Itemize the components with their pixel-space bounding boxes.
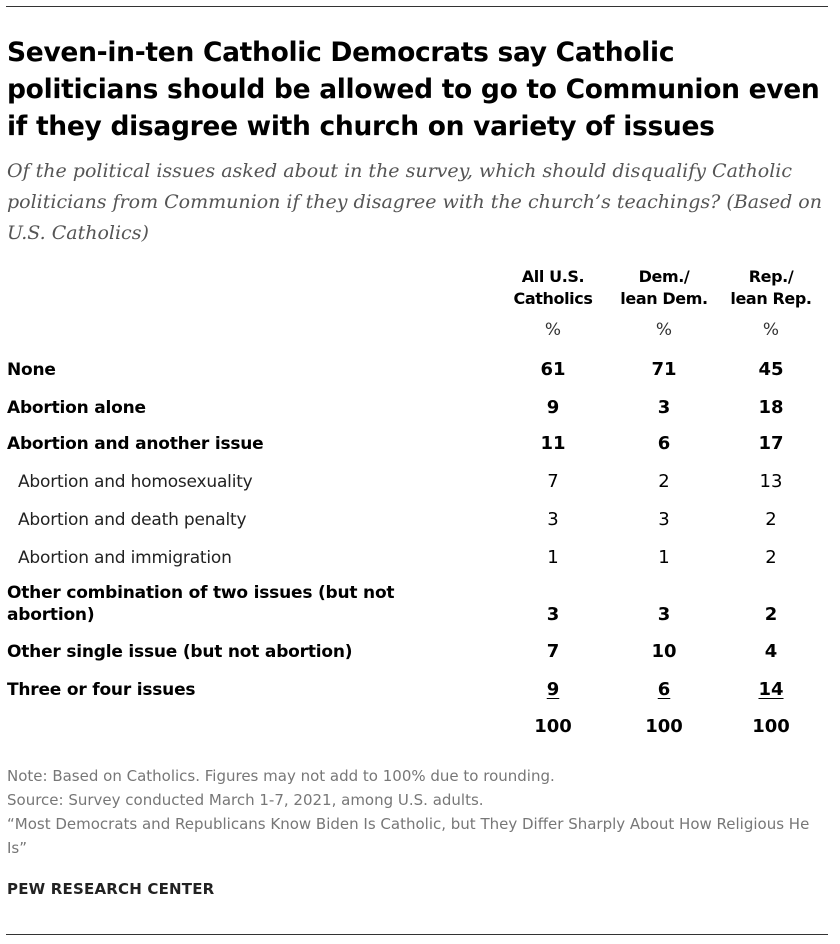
table-cell: 2	[764, 604, 778, 625]
column-header-line2: lean Dem.	[620, 289, 708, 308]
table-cell: 6	[657, 433, 671, 454]
table-cell: 71	[651, 359, 677, 380]
table-cell: 10	[651, 641, 677, 662]
unit-label-all-catholics: %	[544, 320, 562, 340]
table-cell: 13	[759, 471, 783, 492]
row-label: Abortion and immigration	[18, 548, 232, 568]
table-cell: 45	[758, 359, 784, 380]
column-header-line2: Catholics	[513, 289, 593, 308]
chart-notes: Note: Based on Catholics. Figures may no…	[7, 764, 827, 860]
table-cell-value: 9	[546, 679, 560, 700]
column-header-line1: All U.S.	[521, 267, 585, 286]
column-header-line1: Rep./	[748, 267, 794, 286]
row-label: Three or four issues	[7, 680, 196, 700]
unit-label-dem: %	[655, 320, 673, 340]
table-cell: 17	[758, 433, 784, 454]
table-cell: 11	[540, 433, 566, 454]
report-title-text: “Most Democrats and Republicans Know Bid…	[7, 815, 810, 857]
row-label: Abortion and death penalty	[18, 510, 247, 530]
table-cell-value: 14	[758, 679, 784, 700]
table-cell: 7	[547, 471, 559, 492]
top-rule	[6, 6, 828, 7]
bottom-rule	[6, 934, 828, 935]
table-cell: 6	[604, 679, 724, 701]
table-cell: 61	[540, 359, 566, 380]
total-cell: 100	[534, 716, 572, 737]
table-cell: 9	[493, 679, 613, 701]
table-cell: 7	[546, 641, 560, 662]
column-header-line1: Dem./	[638, 267, 690, 286]
table-cell: 2	[658, 471, 670, 492]
pew-research-center-logo: PEW RESEARCH CENTER	[7, 880, 215, 898]
column-header-dem: Dem./ lean Dem.	[604, 266, 724, 310]
row-label: Other combination of two issues (but not…	[7, 583, 395, 625]
table-cell: 3	[546, 604, 560, 625]
table-cell: 18	[758, 397, 784, 418]
total-cell: 100	[645, 716, 683, 737]
row-label: Abortion and homosexuality	[18, 472, 253, 492]
source-text: Source: Survey conducted March 1-7, 2021…	[7, 791, 484, 809]
table-cell: 3	[657, 604, 671, 625]
table-cell: 1	[547, 547, 559, 568]
column-header-rep: Rep./ lean Rep.	[711, 266, 831, 310]
table-cell: 1	[658, 547, 670, 568]
unit-label-rep: %	[762, 320, 780, 340]
table-cell: 3	[657, 397, 671, 418]
table-cell: 4	[764, 641, 778, 662]
row-label: Other single issue (but not abortion)	[7, 642, 353, 662]
table-cell: 2	[765, 509, 777, 530]
note-text: Note: Based on Catholics. Figures may no…	[7, 767, 555, 785]
table-cell: 9	[546, 397, 560, 418]
row-label: None	[7, 360, 56, 380]
row-label: Abortion and another issue	[7, 434, 264, 454]
table-cell-value: 6	[657, 679, 671, 700]
row-label: Abortion alone	[7, 398, 146, 418]
table-cell: 14	[711, 679, 831, 701]
column-header-line2: lean Rep.	[730, 289, 812, 308]
column-header-all-catholics: All U.S. Catholics	[493, 266, 613, 310]
table-cell: 3	[547, 509, 559, 530]
chart-subtitle: Of the political issues asked about in t…	[7, 160, 822, 244]
total-cell: 100	[752, 716, 790, 737]
chart-title: Seven-in-ten Catholic Democrats say Cath…	[7, 37, 820, 142]
table-cell: 3	[658, 509, 670, 530]
table-cell: 2	[765, 547, 777, 568]
